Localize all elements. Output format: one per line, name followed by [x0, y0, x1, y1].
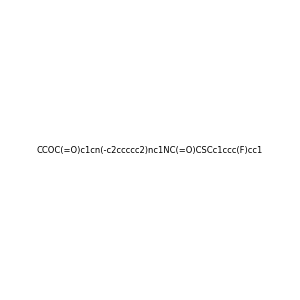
Text: CCOC(=O)c1cn(-c2ccccc2)nc1NC(=O)CSCc1ccc(F)cc1: CCOC(=O)c1cn(-c2ccccc2)nc1NC(=O)CSCc1ccc… [37, 146, 263, 154]
